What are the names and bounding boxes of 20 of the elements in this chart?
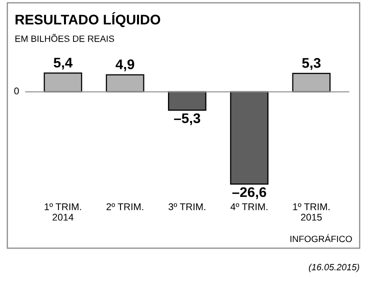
bar: [44, 72, 82, 92]
data-label: –5,3: [174, 113, 200, 126]
bar: [292, 72, 331, 92]
data-label: –26,6: [232, 187, 266, 200]
chart-subtitle: EM BILHÕES DE REAIS: [15, 34, 114, 42]
x-tick-label: 3º TRIM.: [168, 203, 206, 210]
x-tick-label: 2º TRIM.: [106, 203, 144, 210]
bar: [230, 91, 268, 185]
data-label: 5,4: [54, 58, 73, 70]
bar: [106, 74, 144, 92]
chart-title: RESULTADO LÍQUIDO: [16, 12, 160, 28]
text: 0: [14, 88, 19, 94]
x-tick-label: 4º TRIM.: [230, 203, 268, 210]
bar: [168, 91, 206, 111]
data-label: 4,9: [116, 59, 134, 72]
x-tick-label: 1º TRIM. 2015: [293, 203, 330, 221]
data-label: 5,3: [302, 58, 321, 70]
text: INFOGRÁFICO: [290, 234, 352, 242]
text: (16.05.2015): [308, 264, 360, 272]
x-tick-label: 1º TRIM. 2014: [44, 203, 82, 221]
